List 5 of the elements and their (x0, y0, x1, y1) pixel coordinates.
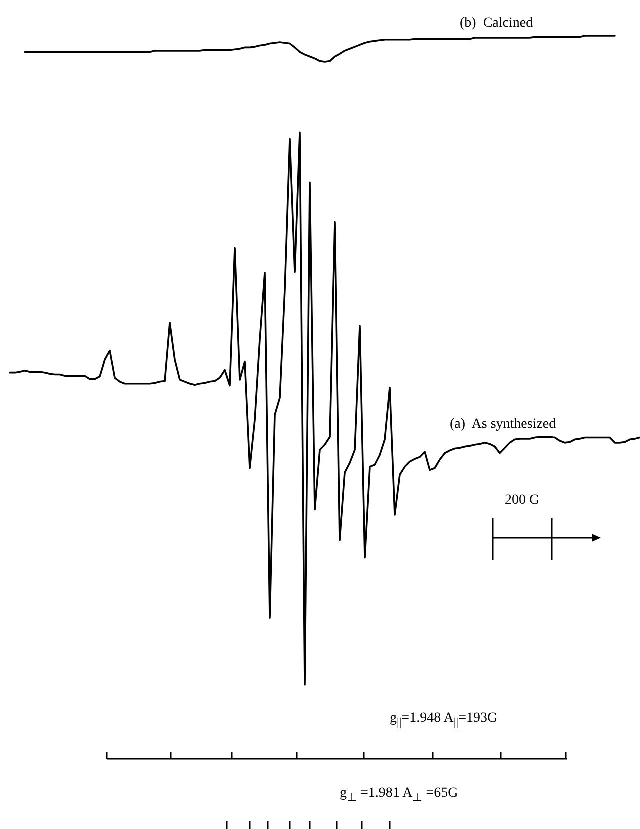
text: g$_{⊥}$ =1.981 A$_{⊥}$ =65G (340, 786, 458, 804)
series-label: (b) Calcined (460, 16, 534, 32)
annotation: 200 G (505, 493, 540, 509)
text: g$_{||}$=1.948 A$_{||}$=193G (390, 711, 498, 729)
series-label: (a) As synthesized (450, 416, 556, 433)
